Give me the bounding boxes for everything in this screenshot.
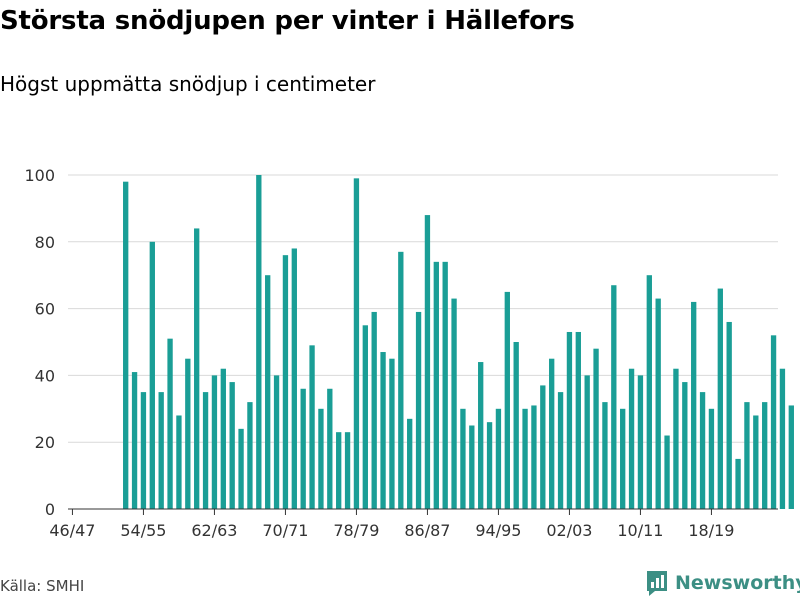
bar-69/70	[273, 375, 280, 509]
bar-61/62	[202, 392, 209, 509]
bar-65/66	[238, 428, 244, 509]
bar-76/77	[336, 432, 342, 509]
bar-91/92	[469, 425, 475, 509]
x-tick-label: 18/19	[688, 521, 734, 540]
bar-58/59	[176, 415, 182, 509]
bar-66/67	[247, 402, 253, 509]
bar-25/26	[770, 335, 777, 509]
y-tick-label: 80	[35, 233, 55, 252]
bar-83/84	[398, 251, 404, 509]
bar-82/83	[389, 358, 395, 509]
bar-79/80	[362, 325, 368, 509]
bar-64/65	[229, 382, 235, 509]
bar-57/58	[167, 338, 173, 509]
bar-72/73	[300, 388, 306, 509]
bar-77/78	[344, 432, 351, 509]
bar-55/56	[149, 241, 155, 510]
x-tick-label: 46/47	[49, 521, 95, 540]
bar-03/04	[575, 331, 581, 509]
bar-02/03	[566, 331, 573, 509]
x-tick-label: 54/55	[120, 521, 166, 540]
bar-00/01	[549, 358, 555, 509]
bar-08/09	[620, 408, 626, 509]
bar-undefined	[779, 368, 786, 509]
x-tick-label: 10/11	[617, 521, 663, 540]
bar-04/05	[584, 375, 590, 509]
x-tick-label: 62/63	[191, 521, 237, 540]
bar-86/87	[424, 215, 431, 509]
bar-23/24	[753, 415, 759, 509]
bar-16/17	[691, 301, 697, 509]
bar-10/11	[637, 375, 644, 509]
y-tick-label: 0	[45, 500, 55, 519]
bar-56/57	[158, 392, 164, 509]
bar-78/79	[353, 178, 360, 509]
brand-name: Newsworthy	[675, 572, 800, 594]
bar-01/02	[557, 392, 564, 509]
bar-06/07	[602, 402, 608, 509]
x-tick-label: 86/87	[404, 521, 450, 540]
bar-19/20	[717, 288, 723, 509]
bar-18/19	[708, 408, 715, 509]
bar-88/89	[442, 261, 448, 509]
bar-94/95	[495, 408, 502, 509]
x-tick-label: 78/79	[333, 521, 379, 540]
bar-89/90	[451, 298, 457, 509]
bar-14/15	[673, 368, 679, 509]
chart-title: Största snödjupen per vinter i Hällefors	[0, 6, 575, 36]
bar-05/06	[593, 348, 599, 509]
bar-17/18	[699, 392, 706, 509]
bar-07/08	[611, 285, 617, 509]
y-tick-label: 60	[35, 300, 55, 319]
x-tick-label: 70/71	[262, 521, 308, 540]
y-tick-label: 40	[35, 366, 55, 385]
bar-67/68	[256, 175, 262, 509]
bar-undefined	[788, 405, 794, 509]
bar-54/55	[140, 392, 147, 509]
bar-75/76	[327, 388, 333, 509]
bar-98/99	[531, 405, 537, 509]
bar-12/13	[655, 298, 661, 509]
y-tick-label: 20	[35, 433, 55, 452]
bar-21/22	[735, 458, 741, 509]
bar-99/00	[540, 385, 546, 509]
x-tick-label: 02/03	[546, 521, 592, 540]
bar-85/86	[415, 311, 422, 509]
chart-subtitle: Högst uppmätta snödjup i centimeter	[0, 72, 376, 96]
bar-68/69	[265, 275, 271, 509]
bar-15/16	[682, 382, 688, 509]
bar-63/64	[220, 368, 226, 509]
bar-71/72	[291, 248, 297, 510]
bar-93/94	[486, 422, 493, 509]
bar-84/85	[407, 418, 413, 509]
bar-80/81	[371, 311, 377, 509]
bar-74/75	[318, 408, 324, 509]
bar-95/96	[504, 291, 510, 509]
bar-60/61	[194, 228, 200, 509]
bar-52/53	[123, 181, 129, 509]
brand-logo[interactable]: Newsworthy	[645, 568, 800, 598]
bar-96/97	[513, 342, 519, 509]
bar-22/23	[744, 402, 750, 509]
bar-73/74	[309, 345, 315, 509]
bar-62/63	[211, 375, 218, 509]
bar-81/82	[380, 352, 386, 509]
bar-20/21	[726, 321, 732, 509]
newsworthy-logo-icon	[647, 571, 667, 596]
x-tick-label: 94/95	[475, 521, 521, 540]
bar-70/71	[282, 255, 289, 509]
bar-53/54	[131, 372, 138, 509]
source-note: Källa: SMHI	[0, 577, 85, 595]
bar-09/10	[628, 368, 635, 509]
bar-90/91	[460, 408, 466, 509]
bar-59/60	[185, 358, 191, 509]
bar-24/25	[762, 402, 768, 509]
bar-87/88	[433, 261, 439, 509]
y-tick-label: 100	[24, 166, 55, 185]
bar-92/93	[478, 362, 484, 509]
bar-11/12	[646, 275, 652, 509]
bar-13/14	[664, 435, 670, 509]
bar-97/98	[522, 408, 528, 509]
